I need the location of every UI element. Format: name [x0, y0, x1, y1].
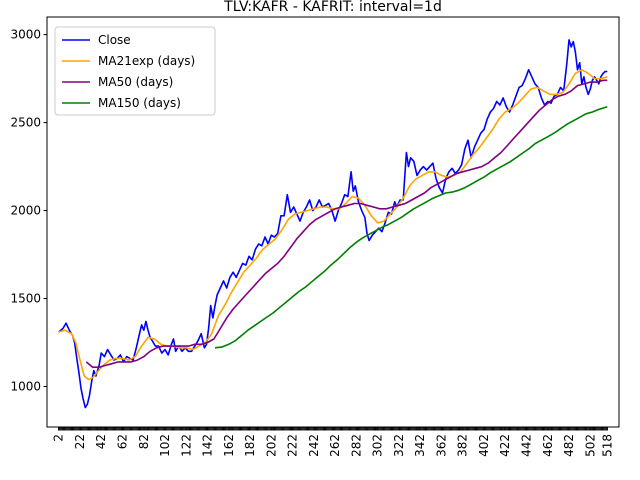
chart-title: TLV:KAFR - KAFRIT: interval=1d — [223, 0, 442, 15]
y-axis: 1000 1500 2000 2500 3000 — [10, 28, 47, 394]
x-tick-label: 82 — [137, 434, 151, 449]
x-tick-label: 262 — [328, 434, 342, 457]
legend-box — [54, 26, 216, 116]
x-axis: 2 22 42 62 82 102 122 142 162 182 202 222 242 262 282 3… — [52, 427, 614, 457]
y-tick-label: 2000 — [10, 204, 41, 218]
series-line-1 — [58, 69, 608, 381]
x-tick-label: 302 — [371, 434, 385, 457]
x-tick-label: 2 — [52, 434, 66, 442]
x-tick-label: 162 — [222, 434, 236, 457]
legend-label: MA21exp (days) — [98, 54, 195, 68]
x-tick-label: 22 — [73, 434, 87, 449]
x-tick-label: 402 — [477, 434, 491, 457]
x-tick-label: 182 — [243, 434, 257, 457]
x-tick-label: 362 — [434, 434, 448, 457]
series-line-0 — [58, 39, 608, 409]
x-tick-label: 462 — [541, 434, 555, 457]
x-tick-label: 282 — [349, 434, 363, 457]
x-tick-label: 442 — [520, 434, 534, 457]
legend-label: Close — [98, 33, 131, 47]
series-line-3 — [214, 105, 608, 349]
x-tick-label: 342 — [413, 434, 427, 457]
x-tick-label: 102 — [158, 434, 172, 457]
y-tick-label: 1000 — [10, 380, 41, 394]
x-tick-label: 422 — [498, 434, 512, 457]
x-tick-label: 62 — [115, 434, 129, 449]
x-tick-label: 242 — [307, 434, 321, 457]
x-tick-label: 202 — [264, 434, 278, 457]
y-tick-label: 1500 — [10, 292, 41, 306]
y-tick-label: 2500 — [10, 116, 41, 130]
legend-label: MA150 (days) — [98, 96, 181, 110]
x-tick-label: 382 — [456, 434, 470, 457]
x-tick-label: 122 — [179, 434, 193, 457]
x-tick-label: 482 — [562, 434, 576, 457]
legend: Close MA21exp (days) MA50 (days) MA150 (day… — [54, 26, 216, 116]
x-tick-label: 142 — [201, 434, 215, 457]
x-tick-label: 518 — [600, 434, 614, 457]
x-tick-label: 42 — [94, 434, 108, 449]
x-tick-label: 222 — [286, 434, 300, 457]
legend-label: MA50 (days) — [98, 75, 173, 89]
series-line-2 — [85, 79, 608, 368]
x-tick-label: 322 — [392, 434, 406, 457]
y-tick-label: 3000 — [10, 28, 41, 42]
x-tick-label: 502 — [583, 434, 597, 457]
series-layer — [58, 39, 608, 409]
